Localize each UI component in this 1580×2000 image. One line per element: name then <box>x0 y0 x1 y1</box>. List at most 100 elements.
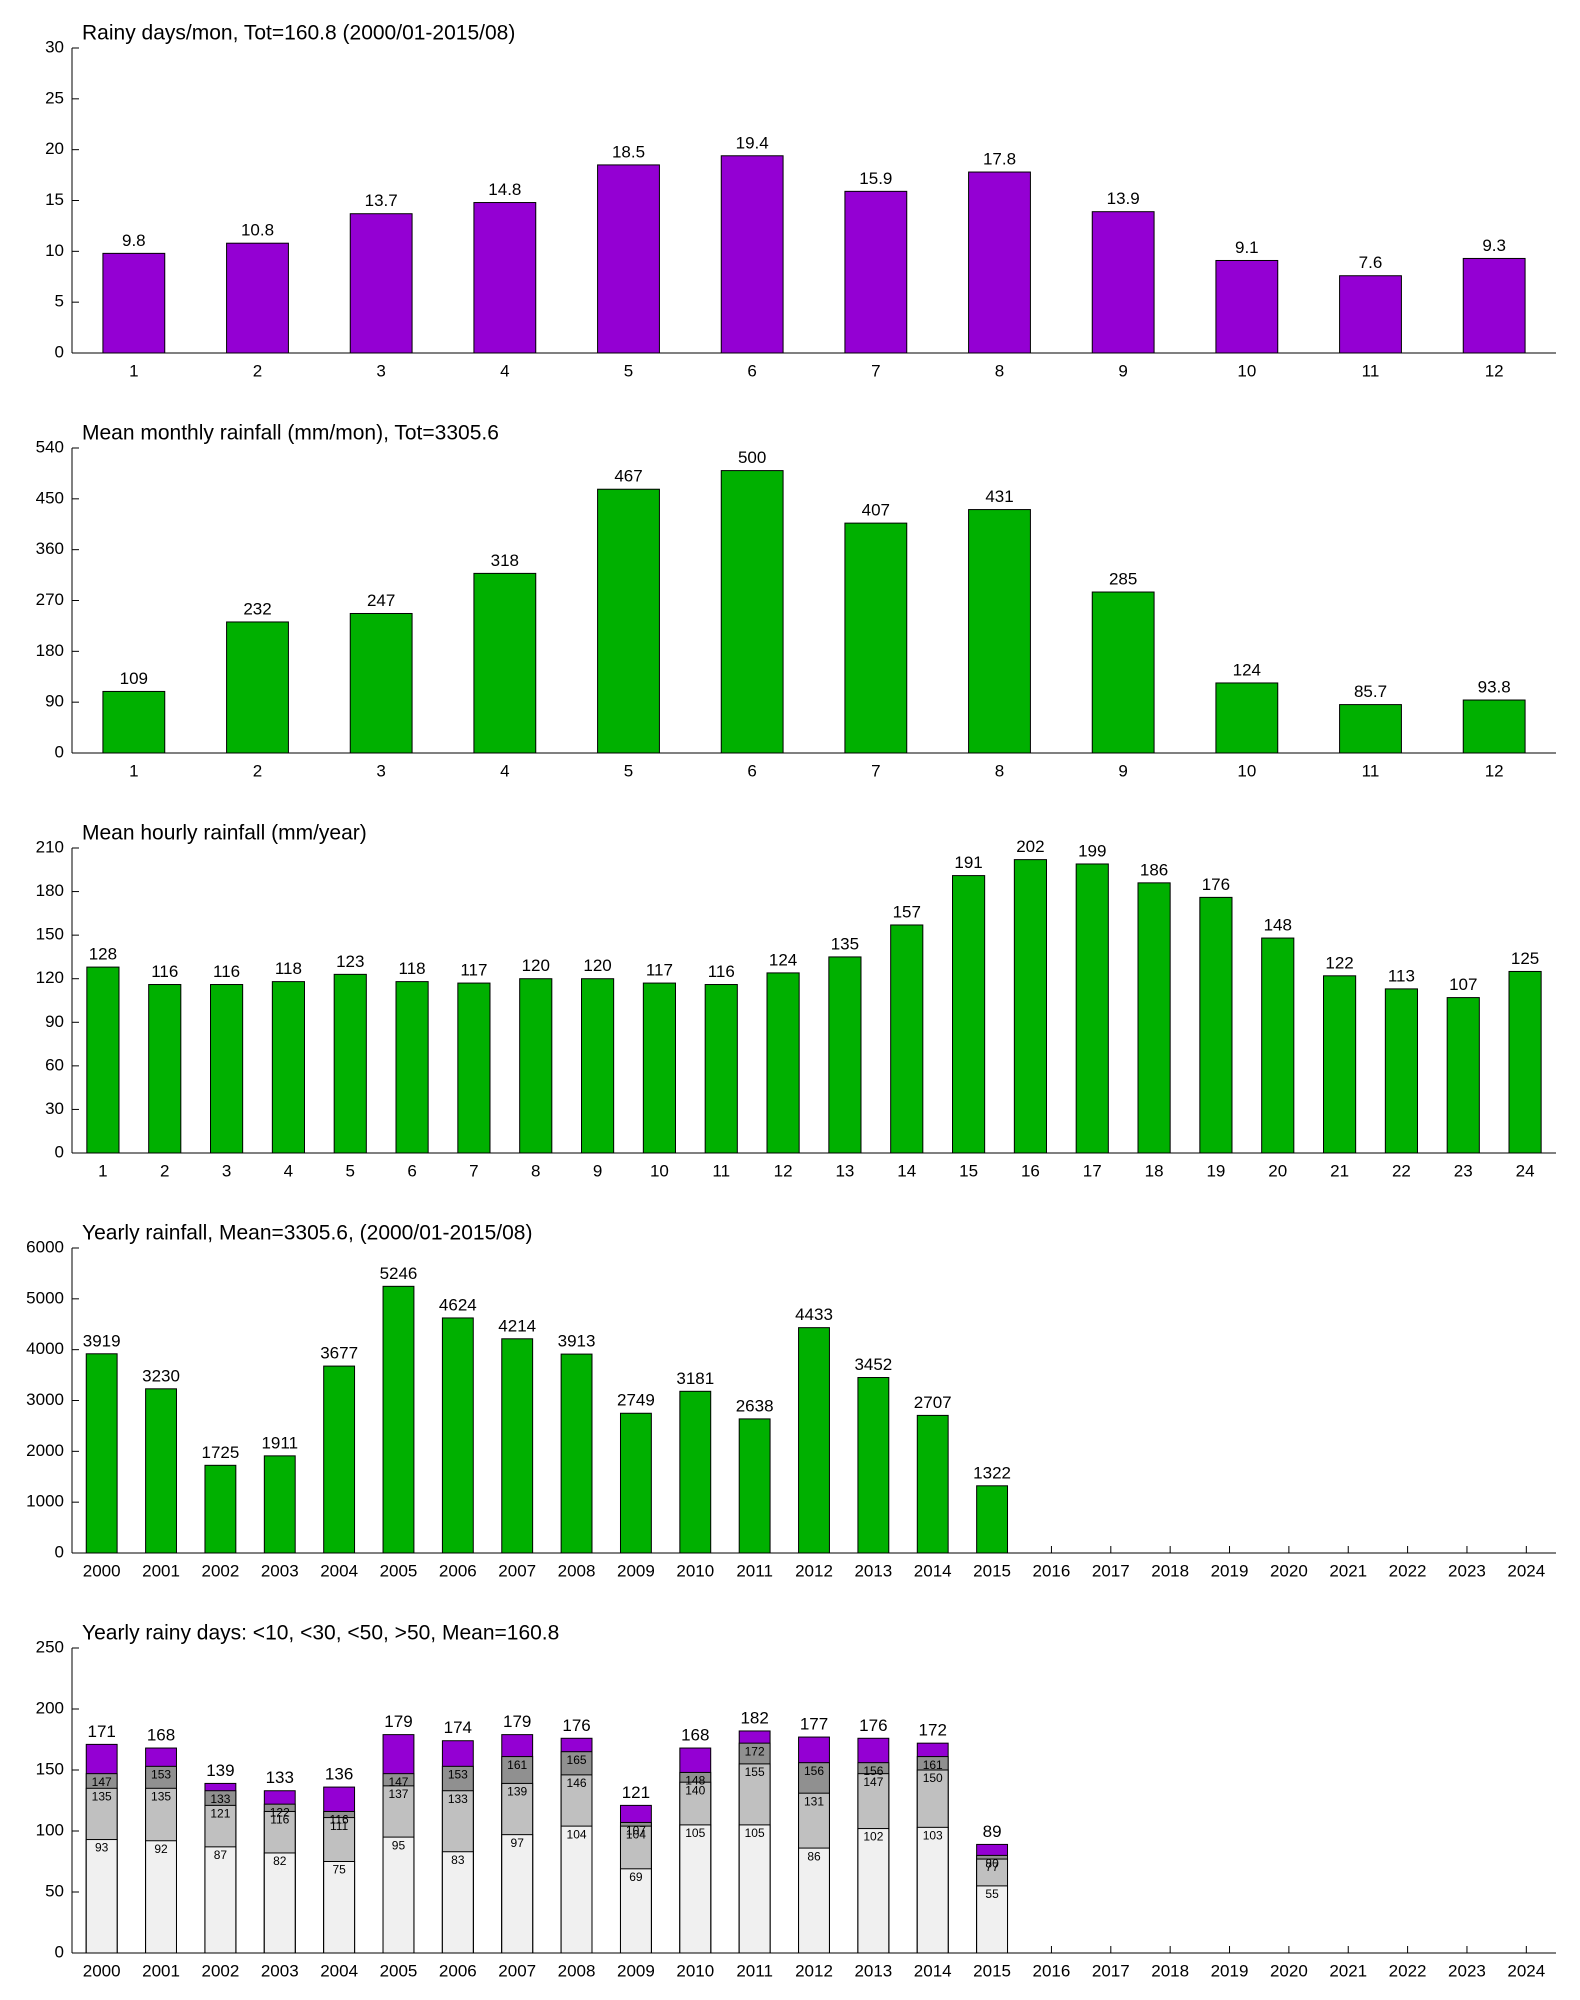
bar <box>1137 882 1171 1154</box>
x-tick-label: 8 <box>531 1161 540 1180</box>
value-label: 2707 <box>914 1393 952 1412</box>
value-label: 176 <box>562 1716 590 1735</box>
value-label: 171 <box>87 1722 115 1741</box>
segment-label: 116 <box>330 1813 349 1827</box>
x-tick-label: 11 <box>1362 761 1380 780</box>
x-tick-label: 10 <box>1237 361 1256 380</box>
value-label: 3230 <box>142 1366 180 1385</box>
value-label: 109 <box>120 669 148 688</box>
x-tick-label: 2013 <box>854 1961 892 1980</box>
bar <box>349 213 413 354</box>
segment-label: 155 <box>745 1765 765 1779</box>
value-label: 10.8 <box>241 221 274 240</box>
x-tick-label: 2008 <box>558 1961 596 1980</box>
y-tick-label: 120 <box>36 968 64 987</box>
value-label: 18.5 <box>612 142 645 161</box>
segment-label: 156 <box>804 1764 824 1778</box>
value-label: 168 <box>147 1726 175 1745</box>
bar <box>560 1353 593 1554</box>
x-tick-label: 2006 <box>439 1561 477 1580</box>
bar <box>1215 259 1279 354</box>
x-tick-label: 9 <box>1118 361 1127 380</box>
segment-label: 116 <box>270 1813 289 1827</box>
x-tick-label: 2022 <box>1389 1961 1427 1980</box>
value-label: 135 <box>831 934 859 953</box>
value-label: 113 <box>1388 966 1415 985</box>
y-tick-label: 180 <box>36 641 64 660</box>
x-tick-label: 2016 <box>1033 1561 1071 1580</box>
value-label: 93.8 <box>1478 678 1511 697</box>
value-label: 120 <box>583 956 611 975</box>
y-tick-label: 4000 <box>26 1339 64 1358</box>
x-tick-label: 2015 <box>973 1561 1011 1580</box>
segment-label: 104 <box>567 1827 587 1841</box>
bar <box>204 1846 237 1954</box>
bar <box>226 621 289 754</box>
x-tick-label: 2004 <box>320 1561 358 1580</box>
bar <box>720 155 784 354</box>
value-label: 136 <box>325 1765 353 1784</box>
x-tick-label: 1 <box>98 1161 107 1180</box>
y-tick-label: 360 <box>36 539 64 558</box>
value-label: 85.7 <box>1354 682 1387 701</box>
value-label: 179 <box>384 1712 412 1731</box>
x-tick-label: 4 <box>500 361 509 380</box>
x-tick-label: 2001 <box>142 1561 180 1580</box>
value-label: 247 <box>367 591 395 610</box>
bar <box>86 966 120 1154</box>
y-tick-label: 100 <box>36 1820 64 1839</box>
value-label: 19.4 <box>736 133 769 152</box>
x-tick-label: 2003 <box>261 1961 299 1980</box>
segment-label: 161 <box>507 1758 527 1772</box>
y-tick-label: 90 <box>45 692 64 711</box>
x-tick-label: 1 <box>129 361 138 380</box>
value-label: 431 <box>985 487 1013 506</box>
bar <box>720 470 784 754</box>
bar <box>844 522 908 754</box>
bar <box>1323 975 1357 1154</box>
value-label: 2749 <box>617 1391 655 1410</box>
segment-label: 122 <box>270 1805 290 1819</box>
segment-label: 147 <box>388 1775 408 1789</box>
value-label: 17.8 <box>983 150 1016 169</box>
value-label: 9.8 <box>122 231 146 250</box>
x-tick-label: 2015 <box>973 1961 1011 1980</box>
x-tick-label: 7 <box>469 1161 478 1180</box>
x-tick-label: 2024 <box>1507 1561 1545 1580</box>
value-label: 407 <box>862 501 890 520</box>
bar <box>828 956 862 1154</box>
value-label: 157 <box>893 902 921 921</box>
x-tick-label: 4 <box>500 761 509 780</box>
value-label: 133 <box>266 1768 294 1787</box>
x-tick-label: 2000 <box>83 1961 121 1980</box>
segment-label: 147 <box>863 1775 883 1789</box>
bar <box>102 690 166 754</box>
bar <box>1462 699 1526 754</box>
bar <box>1508 970 1542 1154</box>
bar <box>473 202 537 354</box>
value-label: 285 <box>1109 570 1137 589</box>
bar <box>581 978 615 1154</box>
bar <box>1215 682 1279 754</box>
bar <box>148 984 182 1154</box>
value-label: 13.7 <box>365 191 398 210</box>
value-label: 4214 <box>498 1316 536 1335</box>
x-tick-label: 2011 <box>736 1961 773 1980</box>
x-tick-label: 2014 <box>914 1961 952 1980</box>
x-tick-label: 2016 <box>1033 1961 1071 1980</box>
bar <box>1384 988 1418 1154</box>
value-label: 4433 <box>795 1305 833 1324</box>
value-label: 182 <box>740 1708 768 1727</box>
x-tick-label: 6 <box>747 361 756 380</box>
y-tick-label: 60 <box>45 1055 64 1074</box>
x-tick-label: 10 <box>1237 761 1256 780</box>
segment-label: 83 <box>451 1853 465 1867</box>
bar <box>457 982 491 1154</box>
x-tick-label: 2 <box>253 361 262 380</box>
value-label: 232 <box>243 599 271 618</box>
y-tick-label: 150 <box>36 1759 64 1778</box>
y-tick-label: 20 <box>45 139 64 158</box>
value-label: 318 <box>491 551 519 570</box>
x-tick-label: 2019 <box>1211 1961 1249 1980</box>
x-tick-label: 2024 <box>1507 1961 1545 1980</box>
